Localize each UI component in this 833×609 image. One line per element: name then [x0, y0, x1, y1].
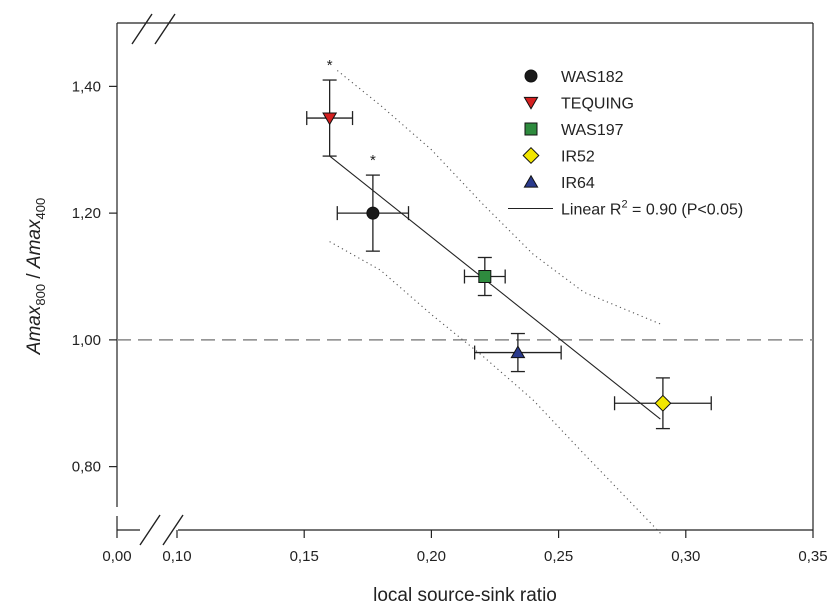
marker-tequing: [322, 112, 338, 126]
y-axis-ticks: 0,80 1,00 1,20 1,40: [72, 78, 117, 476]
x-tick-label: 0,25: [544, 548, 573, 565]
legend-label-ir52: IR52: [561, 149, 595, 166]
x-tick-label: 0,15: [290, 548, 319, 565]
y-tick-label: 1,00: [72, 332, 101, 349]
y-axis-title: Amax800 / Amax400: [24, 198, 48, 355]
legend-label-ir64: IR64: [561, 175, 595, 192]
y-tick-label: 1,40: [72, 78, 101, 95]
x-axis-ticks: 0,00 0,10 0,15 0,20 0,25 0,30 0,35: [102, 530, 828, 565]
marker-was182: [366, 206, 380, 220]
data-point-ir52: [613, 377, 712, 430]
x-tick-label: 0,20: [417, 548, 446, 565]
fit-line-group: [329, 70, 661, 534]
legend-marker-ir52: [522, 146, 540, 165]
legend: WAS182 TEQUING WAS197 IR52 IR64 Linear R2 = 0…: [508, 69, 743, 219]
x-tick-label: 0,00: [102, 548, 131, 565]
data-point-tequing: *: [306, 57, 354, 157]
y-tick-label: 0,80: [72, 459, 101, 476]
marker-ir52: [654, 394, 672, 412]
legend-marker-was182: [524, 69, 538, 83]
legend-marker-ir64: [523, 174, 539, 188]
axis-break-marks: [131, 13, 184, 546]
x-break-mark-1: [139, 514, 161, 546]
x-tick-label: 0,30: [671, 548, 700, 565]
data-point-was197: [463, 256, 506, 297]
x-tick-label: 0,10: [162, 548, 191, 565]
data-point-ir64: [473, 332, 562, 373]
legend-marker-was197: [524, 122, 538, 136]
legend-label-was182: WAS182: [561, 69, 624, 86]
significance-mark: *: [370, 152, 376, 169]
linear-fit-line: [329, 155, 661, 420]
y-tick-label: 1,20: [72, 205, 101, 222]
legend-label-tequing: TEQUING: [561, 96, 634, 113]
legend-label-was197: WAS197: [561, 122, 624, 139]
data-point-was182: *: [336, 152, 410, 252]
marker-ir64: [510, 345, 526, 359]
x-tick-label: 0,35: [798, 548, 827, 565]
y-break-mark-1: [131, 13, 153, 45]
legend-label-fit: Linear R2 = 0.90 (P<0.05): [561, 199, 743, 219]
x-break-mark-2: [162, 514, 184, 546]
data-points: **: [306, 57, 712, 430]
marker-was197: [478, 270, 492, 283]
y-break-mark-2: [154, 13, 176, 45]
significance-mark: *: [327, 57, 333, 74]
legend-marker-tequing: [523, 96, 539, 110]
x-axis-title: local source-sink ratio: [373, 585, 557, 606]
